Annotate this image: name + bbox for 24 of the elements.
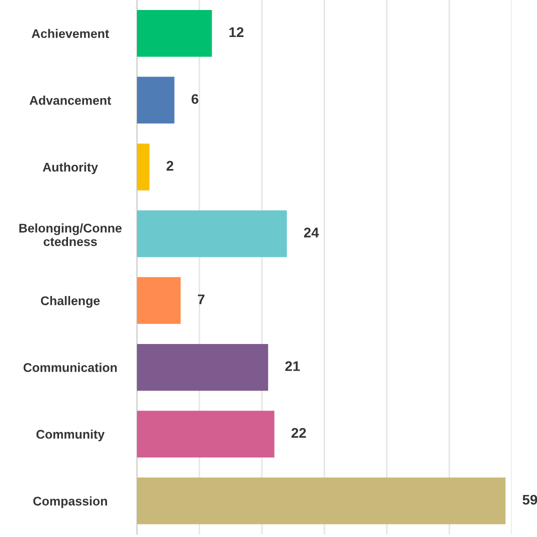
y-tick-label: Belonging/Connectedness bbox=[19, 223, 122, 246]
y-tick-label: Challenge bbox=[40, 296, 100, 308]
data-label: 21 bbox=[285, 361, 300, 371]
data-label: 22 bbox=[292, 428, 306, 438]
data-label: 59 bbox=[522, 494, 537, 505]
data-label: 6 bbox=[192, 94, 198, 104]
bar bbox=[136, 144, 150, 190]
y-tick-label: Community bbox=[36, 430, 105, 442]
y-tick-label: Communication bbox=[24, 362, 117, 372]
y-tick-label: Authority bbox=[42, 162, 98, 174]
bar bbox=[136, 478, 506, 524]
y-tick-label: Advancement bbox=[30, 96, 112, 105]
bar bbox=[136, 10, 212, 57]
data-label: 7 bbox=[198, 294, 204, 304]
data-label: 2 bbox=[166, 160, 174, 171]
bar bbox=[136, 277, 181, 324]
data-label: 12 bbox=[229, 27, 244, 37]
bar bbox=[136, 210, 287, 258]
bar bbox=[136, 76, 174, 124]
y-tick-label: Achievement bbox=[32, 28, 110, 38]
y-tick-label: Compassion bbox=[33, 496, 107, 508]
data-label: 24 bbox=[304, 228, 319, 238]
bar bbox=[136, 410, 274, 458]
bar bbox=[136, 344, 268, 391]
